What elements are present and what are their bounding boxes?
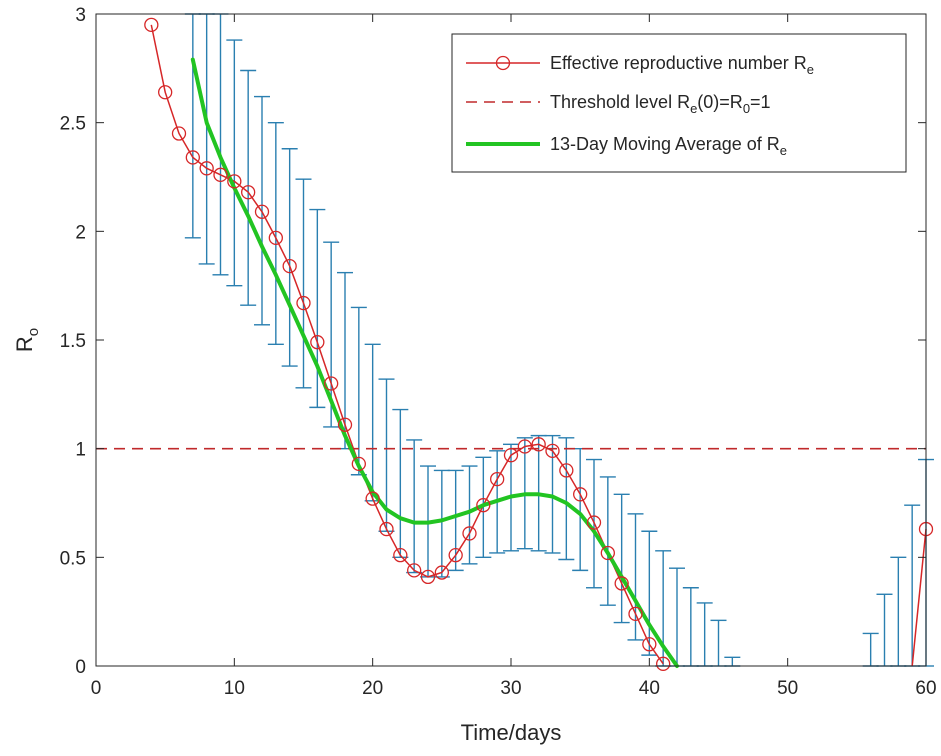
error-bar	[378, 378, 395, 532]
y-tick-label: 1	[75, 440, 86, 461]
error-bar	[267, 121, 284, 346]
y-axis-label-sub: o	[25, 328, 42, 336]
legend-label-threshold-pre: Threshold level R	[550, 92, 690, 112]
re-point	[503, 448, 519, 463]
re-point	[656, 656, 671, 671]
re-point	[393, 548, 408, 563]
legend-box	[451, 33, 907, 173]
re-point	[296, 295, 311, 311]
x-tick-label: 50	[777, 678, 798, 699]
error-bar	[447, 469, 464, 572]
re-point	[282, 258, 297, 274]
series-markers	[144, 17, 934, 671]
re-point	[213, 167, 228, 182]
re-point	[586, 515, 602, 530]
re-point	[517, 439, 532, 454]
y-tick-label: 3	[75, 5, 86, 26]
re-point	[365, 491, 380, 506]
error-bar	[309, 208, 326, 409]
re-point	[600, 545, 615, 561]
error-bar	[544, 434, 561, 554]
axis-ticks: 0 10 20 30 40 50 60 0 0.5 1 1.5 2 2.5 3	[60, 5, 937, 699]
legend-label-re-sub: e	[807, 62, 814, 77]
x-tick-label: 30	[500, 678, 521, 699]
re-line	[150, 24, 664, 665]
re-point	[559, 463, 574, 478]
error-bar	[281, 148, 298, 367]
x-tick-label: 20	[362, 678, 383, 699]
x-tick-label: 40	[639, 678, 660, 699]
re-point	[420, 569, 436, 585]
y-tick-label: 2.5	[60, 114, 86, 135]
re-point	[407, 563, 422, 578]
re-point	[490, 471, 505, 487]
legend-label-threshold-mid: (0)=R	[697, 92, 743, 112]
error-bar	[558, 437, 575, 561]
x-axis-label: Time/days	[461, 720, 562, 745]
re-point	[158, 85, 173, 100]
re-line	[911, 529, 927, 667]
re-point	[227, 174, 242, 189]
re-point	[462, 526, 477, 541]
x-tick-label: 0	[91, 678, 102, 699]
re-point	[324, 376, 339, 391]
re-point	[448, 548, 463, 563]
y-tick-label: 0.5	[60, 548, 86, 569]
re-point	[254, 204, 270, 219]
re-point	[476, 498, 491, 513]
legend-label-re-main: Effective reproductive number R	[550, 53, 807, 73]
re-point	[351, 456, 366, 472]
error-bar	[613, 493, 630, 624]
re-point	[614, 576, 629, 591]
re-point	[573, 487, 588, 502]
legend-label-threshold-post: =1	[750, 92, 771, 112]
legend-label-threshold: Threshold level Re(0)=R0=1	[550, 92, 771, 116]
legend-label-threshold-sub2: 0	[743, 101, 750, 116]
re-point	[434, 565, 449, 580]
error-bar	[392, 408, 409, 559]
legend-label-moving-average: 13-Day Moving Average of Re	[550, 134, 787, 158]
error-bar	[627, 513, 644, 641]
re-point	[185, 150, 200, 165]
y-tick-label: 2	[75, 222, 86, 243]
re-point	[241, 185, 256, 200]
re-point	[545, 443, 560, 458]
y-axis-label-main: R	[12, 336, 37, 352]
legend-label-moving-average-main: 13-Day Moving Average of R	[550, 134, 780, 154]
error-bar	[295, 178, 312, 389]
re-point	[171, 126, 187, 141]
error-bar	[226, 39, 243, 287]
legend-label-moving-average-sub: e	[780, 143, 787, 158]
re-point	[642, 637, 657, 652]
legend: Effective reproductive number Re Thresho…	[451, 33, 907, 173]
re-point	[628, 606, 643, 621]
error-bar	[240, 69, 257, 306]
y-axis-label: Ro	[12, 328, 42, 352]
x-tick-label: 60	[915, 678, 936, 699]
re-point	[379, 521, 394, 537]
re-point	[310, 335, 325, 350]
re-point	[199, 161, 214, 176]
re-point	[337, 417, 353, 432]
x-tick-label: 10	[224, 678, 245, 699]
re-point	[531, 437, 546, 452]
y-tick-label: 1.5	[60, 331, 86, 352]
error-bar	[599, 476, 616, 606]
error-bar	[461, 465, 478, 565]
y-tick-label: 0	[75, 657, 86, 678]
legend-label-threshold-sub: e	[690, 101, 697, 116]
re-point	[144, 17, 159, 33]
moving-average-line	[190, 57, 679, 668]
legend-label-re: Effective reproductive number Re	[550, 53, 814, 77]
re-point	[268, 230, 283, 246]
legend-swatch-re-marker	[495, 55, 511, 71]
error-bar	[641, 530, 658, 656]
